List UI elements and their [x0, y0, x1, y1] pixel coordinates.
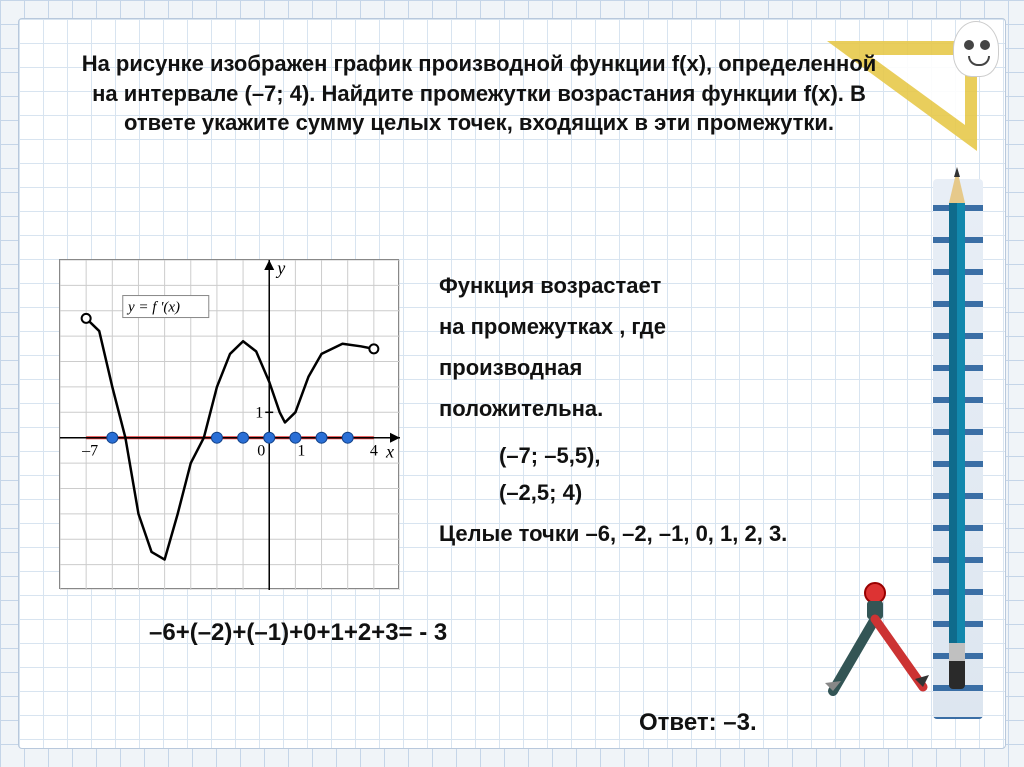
svg-text:0: 0	[257, 443, 265, 460]
answer-line: Ответ: –3.	[639, 709, 757, 737]
derivative-graph: 0 1 4 –7 1 y x y = f '(x)	[59, 259, 399, 589]
interval-b: (–2,5; 4)	[499, 476, 959, 509]
svg-text:y: y	[275, 260, 285, 278]
chart-svg: 0 1 4 –7 1 y x y = f '(x)	[60, 260, 400, 590]
explanation-line: производная	[439, 351, 959, 384]
svg-text:1: 1	[255, 404, 263, 421]
svg-text:4: 4	[370, 443, 378, 460]
paper-sheet: На рисунке изображен график производной …	[18, 18, 1006, 749]
explanation-line: положительна.	[439, 392, 959, 425]
problem-statement: На рисунке изображен график производной …	[79, 49, 879, 138]
svg-text:–7: –7	[81, 443, 98, 460]
svg-text:1: 1	[297, 443, 305, 460]
explanation-line: на промежутках , где	[439, 310, 959, 343]
explanation-line: Функция возрастает	[439, 269, 959, 302]
compass-icon	[805, 579, 945, 699]
interval-a: (–7; –5,5),	[499, 439, 959, 472]
mascot-icon	[953, 21, 999, 77]
svg-text:x: x	[385, 442, 394, 462]
calculation-line: –6+(–2)+(–1)+0+1+2+3= - 3	[149, 619, 849, 647]
pencil-icon	[949, 169, 965, 689]
svg-text:y = f '(x): y = f '(x)	[126, 300, 180, 316]
integer-points: Целые точки –6, –2, –1, 0, 1, 2, 3.	[439, 517, 959, 550]
explanation-block: Функция возрастает на промежутках , где …	[439, 269, 959, 558]
